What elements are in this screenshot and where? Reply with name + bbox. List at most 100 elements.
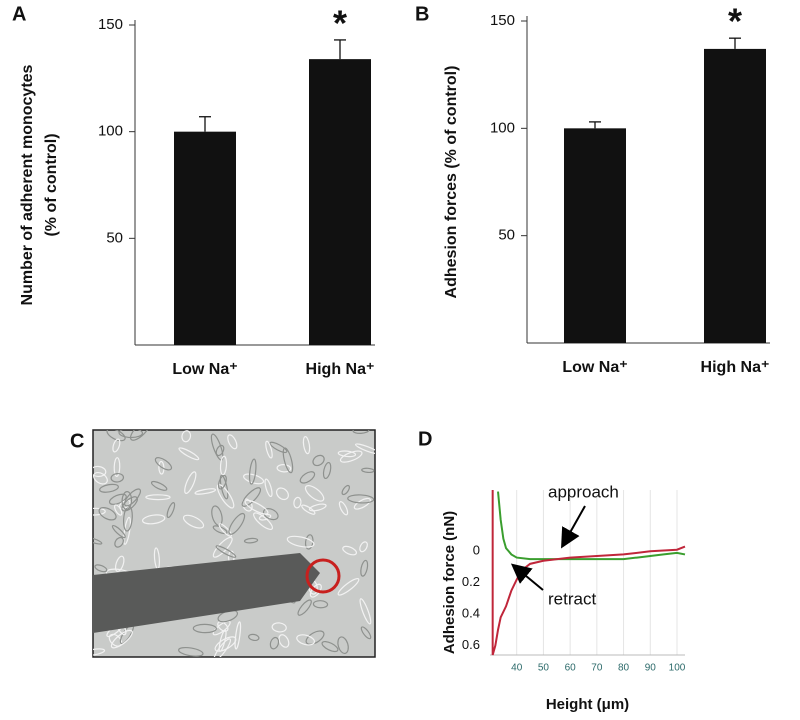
cell <box>278 634 290 648</box>
cell <box>360 626 372 640</box>
cell <box>353 497 371 510</box>
cell <box>129 430 151 441</box>
x-tick-label: High Na⁺ <box>701 359 770 376</box>
cell <box>123 516 131 545</box>
cell <box>111 524 126 539</box>
cell <box>296 634 315 646</box>
bar <box>309 59 371 346</box>
cell <box>234 621 242 650</box>
cell <box>341 484 350 496</box>
cell <box>337 636 349 655</box>
cell <box>253 512 274 531</box>
cell <box>113 457 121 477</box>
cell <box>93 507 106 516</box>
cell <box>297 599 312 616</box>
cell <box>248 458 257 485</box>
significance: * <box>333 2 347 43</box>
cell <box>269 441 288 454</box>
cell <box>276 464 292 473</box>
cell <box>312 600 329 609</box>
cell <box>219 474 229 500</box>
cell <box>118 430 144 439</box>
bar <box>174 131 236 345</box>
cell <box>182 514 205 529</box>
cell <box>166 502 176 519</box>
y-tick-label: 100 <box>490 119 515 136</box>
cell <box>302 436 311 455</box>
cell <box>265 440 273 459</box>
cell <box>304 484 325 502</box>
cell <box>338 501 349 516</box>
cell <box>322 461 332 480</box>
cell <box>145 494 171 501</box>
cell <box>308 503 327 512</box>
panel-label: A <box>12 3 26 25</box>
cell <box>121 496 138 512</box>
cell <box>286 535 315 548</box>
cell <box>241 487 262 507</box>
x-tick-label: 50 <box>538 663 550 674</box>
cell <box>337 577 360 596</box>
annotation-arrow <box>561 505 586 549</box>
cell <box>282 447 294 474</box>
cell <box>192 623 217 634</box>
micrograph: C <box>70 429 376 658</box>
cell <box>354 443 375 455</box>
bar <box>564 128 626 343</box>
cell <box>361 467 375 474</box>
cell <box>339 450 363 463</box>
cell <box>360 559 369 577</box>
cell <box>217 621 229 632</box>
cell <box>337 450 357 458</box>
cell <box>244 499 269 515</box>
cell <box>342 545 358 556</box>
cell <box>141 514 166 525</box>
cell <box>264 478 273 498</box>
cell <box>122 505 133 532</box>
cell <box>178 646 204 657</box>
y-axis-title: Adhesion forces (% of control) <box>443 66 460 299</box>
cell <box>359 598 372 625</box>
cell <box>227 434 238 450</box>
cell <box>269 636 280 650</box>
cell <box>114 555 125 573</box>
x-tick-label: Low Na⁺ <box>172 361 237 378</box>
cell <box>181 430 192 443</box>
cell <box>275 487 289 501</box>
cell <box>347 494 375 504</box>
x-tick-label: 70 <box>591 663 603 674</box>
cell <box>93 648 106 656</box>
cell <box>212 525 228 535</box>
cell <box>312 454 325 467</box>
cell <box>99 483 119 493</box>
x-tick-label: 100 <box>669 663 686 674</box>
cell <box>212 536 233 558</box>
x-tick-label: High Na⁺ <box>306 361 375 378</box>
y-tick-label: 0.2 <box>462 574 480 589</box>
panel-label: D <box>418 428 432 450</box>
cell <box>93 471 108 485</box>
cell <box>110 629 133 649</box>
y-tick-label: 150 <box>490 12 515 29</box>
cell <box>121 491 133 510</box>
cell <box>293 496 302 509</box>
cell <box>158 460 165 475</box>
cell <box>194 488 217 495</box>
x-axis-title: Height (μm) <box>546 696 629 713</box>
significance: * <box>728 1 742 42</box>
cell <box>243 537 259 544</box>
annotation: approach <box>548 482 619 501</box>
x-tick-label: 60 <box>565 663 577 674</box>
panel-label: C <box>70 430 84 452</box>
cell <box>184 471 197 494</box>
cell <box>215 545 237 558</box>
annotation-arrow <box>510 563 544 591</box>
cell <box>218 523 233 537</box>
cell <box>118 499 131 510</box>
cell <box>112 438 121 453</box>
y-axis-title: (% of control) <box>43 133 60 236</box>
panel-label: B <box>415 3 429 25</box>
y-tick-label: 150 <box>98 16 123 33</box>
cell <box>301 504 316 515</box>
